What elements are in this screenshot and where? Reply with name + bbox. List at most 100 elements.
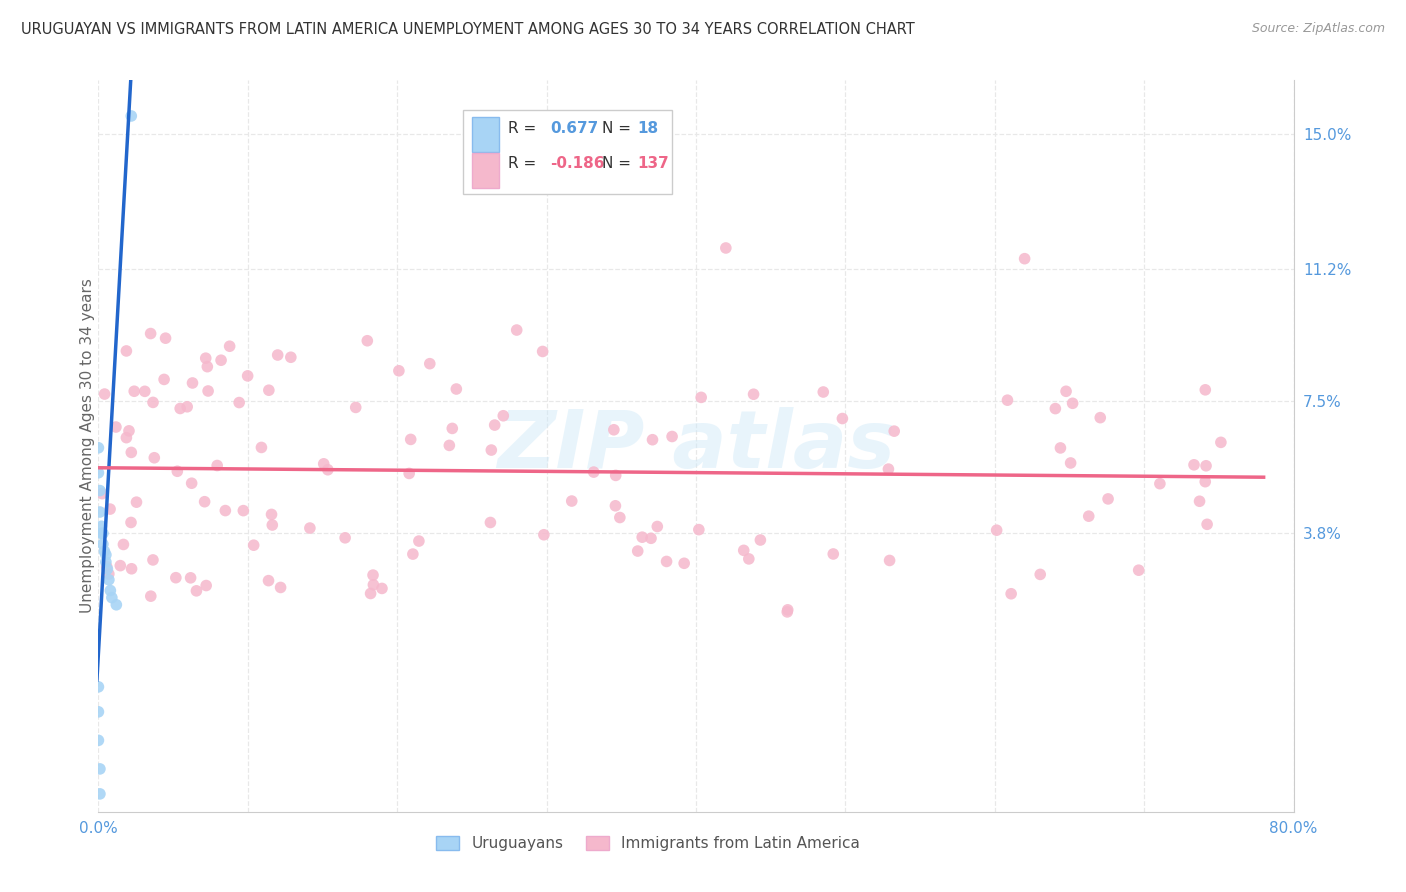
Point <box>257 574 280 588</box>
Point <box>270 581 292 595</box>
Point <box>228 395 250 409</box>
Point <box>142 553 165 567</box>
Point <box>1149 476 1171 491</box>
Point <box>531 344 554 359</box>
Point <box>93 387 115 401</box>
Point <box>1077 509 1099 524</box>
Point <box>1049 441 1071 455</box>
Point <box>165 571 187 585</box>
Point <box>115 431 138 445</box>
Point <box>155 331 177 345</box>
Point <box>118 424 141 438</box>
Point <box>242 538 264 552</box>
Point <box>1197 517 1219 532</box>
Point <box>388 364 411 378</box>
Point <box>399 433 422 447</box>
Point <box>105 598 128 612</box>
Point <box>1000 587 1022 601</box>
Point <box>997 393 1019 408</box>
Point <box>673 556 696 570</box>
Point <box>776 605 799 619</box>
Point <box>125 495 148 509</box>
Text: ZIP atlas: ZIP atlas <box>496 407 896 485</box>
Point <box>89 787 111 801</box>
Point <box>333 531 356 545</box>
Point <box>91 537 114 551</box>
Point <box>194 351 217 366</box>
FancyBboxPatch shape <box>463 110 672 194</box>
Point <box>609 510 631 524</box>
Point <box>180 571 202 585</box>
Point <box>97 566 120 581</box>
Point <box>209 353 232 368</box>
Text: R =: R = <box>509 156 541 171</box>
Point <box>877 462 900 476</box>
Point <box>89 483 111 498</box>
Point <box>236 368 259 383</box>
Point <box>823 547 845 561</box>
Point <box>356 334 378 348</box>
Point <box>641 433 664 447</box>
Text: N =: N = <box>602 156 636 171</box>
Point <box>96 562 118 576</box>
Point <box>218 339 240 353</box>
Point <box>94 548 117 562</box>
Point <box>214 503 236 517</box>
Point <box>627 544 650 558</box>
Point <box>90 526 112 541</box>
Point <box>363 578 385 592</box>
Point <box>398 467 420 481</box>
Point <box>97 573 120 587</box>
Point <box>104 420 127 434</box>
Point <box>439 438 461 452</box>
Point <box>1194 383 1216 397</box>
Point <box>232 503 254 517</box>
Point <box>484 418 506 433</box>
Point <box>879 553 901 567</box>
Point <box>134 384 156 399</box>
Point <box>262 518 284 533</box>
Point <box>312 457 335 471</box>
Point <box>121 562 143 576</box>
Point <box>89 762 111 776</box>
Point <box>87 441 110 455</box>
Point <box>181 376 204 390</box>
Point <box>1182 458 1205 472</box>
Text: 0.677: 0.677 <box>550 120 599 136</box>
Point <box>139 326 162 341</box>
Point <box>94 555 117 569</box>
Point <box>101 591 124 605</box>
Point <box>492 409 515 423</box>
Point <box>742 387 765 401</box>
Point <box>87 705 110 719</box>
Text: URUGUAYAN VS IMMIGRANTS FROM LATIN AMERICA UNEMPLOYMENT AMONG AGES 30 TO 34 YEAR: URUGUAYAN VS IMMIGRANTS FROM LATIN AMERI… <box>21 22 915 37</box>
Point <box>142 395 165 409</box>
Point <box>1045 401 1067 416</box>
Point <box>89 505 111 519</box>
Point <box>1062 396 1084 410</box>
Point <box>733 543 755 558</box>
Point <box>647 519 669 533</box>
Point <box>479 443 502 458</box>
Point <box>298 521 321 535</box>
Point <box>360 586 382 600</box>
Point <box>120 516 142 530</box>
FancyBboxPatch shape <box>472 153 499 188</box>
Point <box>112 537 135 551</box>
Point <box>180 476 202 491</box>
Point <box>506 323 529 337</box>
Point <box>344 401 367 415</box>
Point <box>582 465 605 479</box>
Text: N =: N = <box>602 120 636 136</box>
Text: R =: R = <box>509 120 541 136</box>
Point <box>115 343 138 358</box>
Point <box>120 109 142 123</box>
Point <box>1029 567 1052 582</box>
Point <box>197 384 219 398</box>
Point <box>655 554 678 568</box>
Point <box>631 530 654 544</box>
Point <box>402 547 425 561</box>
Point <box>120 445 142 459</box>
Point <box>883 424 905 438</box>
Point <box>371 582 394 596</box>
